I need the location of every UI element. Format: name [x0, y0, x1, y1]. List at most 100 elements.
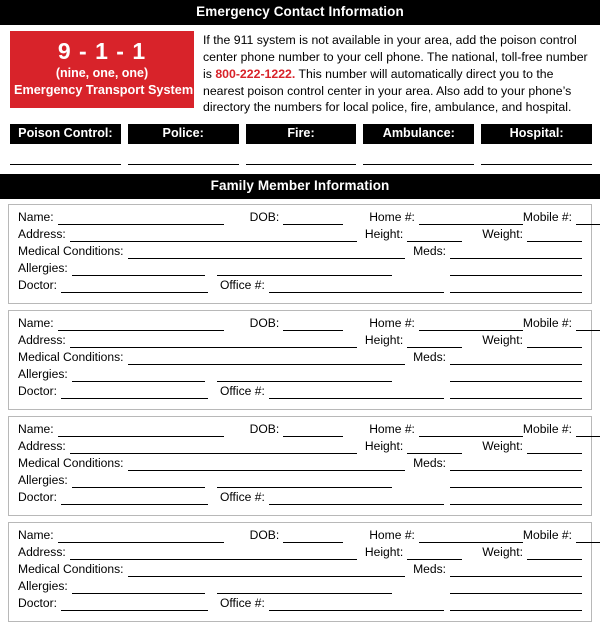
field-label-name: Name:: [18, 422, 54, 437]
field-input-weight[interactable]: [527, 559, 582, 561]
field-label-allergies: Allergies:: [18, 579, 68, 594]
field-input-home[interactable]: [418, 436, 523, 438]
field-input-address[interactable]: [69, 347, 357, 349]
field-input-name[interactable]: [57, 224, 224, 226]
poison-hotline-number: 800-222-1222.: [215, 66, 296, 81]
member-row-address: Address: Height: Weight:: [18, 546, 582, 563]
field-input-mobile[interactable]: [576, 542, 600, 544]
field-input-dob[interactable]: [283, 436, 344, 438]
field-input-doctor-extra[interactable]: [450, 504, 582, 506]
field-input-office[interactable]: [268, 504, 444, 506]
member-row-name: Name: DOB: Home #: Mobile #:: [18, 528, 600, 546]
field-input-doctor[interactable]: [60, 610, 208, 612]
member-row-allergies: Allergies:: [18, 368, 582, 385]
field-input-height[interactable]: [407, 241, 463, 243]
field-input-allergies-1[interactable]: [71, 381, 205, 383]
field-input-meds[interactable]: [450, 576, 582, 578]
emergency-contact-information-header: Emergency Contact Information: [0, 0, 600, 26]
field-input-allergies-1[interactable]: [71, 487, 205, 489]
field-input-meds[interactable]: [450, 470, 582, 472]
field-input-height[interactable]: [407, 347, 463, 349]
field-input-weight[interactable]: [527, 347, 582, 349]
contact-write-in-line-poison-control[interactable]: [10, 164, 121, 166]
field-input-height[interactable]: [407, 453, 463, 455]
field-input-allergies-3[interactable]: [450, 593, 582, 595]
contact-entry-ambulance: Ambulance:: [363, 124, 475, 166]
field-input-allergies-3[interactable]: [450, 381, 582, 383]
field-label-medical-conditions: Medical Conditions:: [18, 562, 124, 577]
field-label-medical-conditions: Medical Conditions:: [18, 350, 124, 365]
member-row-medical-conditions: Medical Conditions: Meds:: [18, 351, 582, 368]
field-label-height: Height:: [364, 333, 404, 348]
field-label-weight: Weight:: [482, 227, 523, 242]
family-member-cards: Name: DOB: Home #: Mobile #: Address: He…: [0, 204, 600, 623]
contact-write-in-line-police[interactable]: [127, 164, 239, 166]
field-label-doctor: Doctor:: [18, 278, 57, 293]
field-label-doctor: Doctor:: [18, 384, 57, 399]
family-member-card: Name: DOB: Home #: Mobile #: Address: He…: [8, 416, 600, 517]
blurb-text-part-2: This number will automatically direct yo…: [203, 66, 572, 115]
field-input-doctor[interactable]: [60, 504, 208, 506]
contact-write-in-line-fire[interactable]: [245, 164, 357, 166]
contact-label-ambulance: Ambulance:: [363, 124, 475, 145]
member-row-doctor: Doctor: Office #:: [18, 491, 582, 508]
field-input-doctor-extra[interactable]: [450, 610, 582, 612]
field-input-medical-conditions[interactable]: [127, 470, 406, 472]
field-label-name: Name:: [18, 528, 54, 543]
field-input-allergies-2[interactable]: [216, 593, 392, 595]
field-label-meds: Meds:: [413, 456, 446, 471]
member-row-address: Address: Height: Weight:: [18, 334, 582, 351]
field-input-meds[interactable]: [450, 364, 582, 366]
field-label-home: Home #:: [369, 316, 415, 331]
field-label-height: Height:: [364, 439, 404, 454]
field-label-meds: Meds:: [413, 350, 446, 365]
contact-write-in-line-ambulance[interactable]: [363, 164, 475, 166]
field-input-height[interactable]: [407, 559, 463, 561]
field-input-mobile[interactable]: [576, 436, 600, 438]
field-input-dob[interactable]: [283, 542, 344, 544]
field-input-medical-conditions[interactable]: [127, 258, 406, 260]
field-input-address[interactable]: [69, 241, 357, 243]
field-input-dob[interactable]: [283, 330, 344, 332]
field-label-allergies: Allergies:: [18, 367, 68, 382]
field-label-medical-conditions: Medical Conditions:: [18, 244, 124, 259]
field-input-medical-conditions[interactable]: [127, 364, 406, 366]
field-input-allergies-2[interactable]: [216, 381, 392, 383]
field-input-dob[interactable]: [283, 224, 344, 226]
member-row-allergies: Allergies:: [18, 580, 582, 597]
field-input-meds[interactable]: [450, 258, 582, 260]
field-input-allergies-2[interactable]: [216, 487, 392, 489]
field-label-allergies: Allergies:: [18, 261, 68, 276]
field-label-name: Name:: [18, 316, 54, 331]
field-input-doctor[interactable]: [60, 398, 208, 400]
field-input-address[interactable]: [69, 453, 357, 455]
field-input-allergies-1[interactable]: [71, 593, 205, 595]
field-input-office[interactable]: [268, 398, 444, 400]
field-input-office[interactable]: [268, 292, 444, 294]
field-input-medical-conditions[interactable]: [127, 576, 406, 578]
field-input-allergies-2[interactable]: [216, 275, 392, 277]
field-input-name[interactable]: [57, 330, 224, 332]
field-input-office[interactable]: [268, 610, 444, 612]
field-input-home[interactable]: [418, 224, 523, 226]
field-input-doctor-extra[interactable]: [450, 292, 582, 294]
field-input-name[interactable]: [57, 436, 224, 438]
field-label-dob: DOB:: [249, 210, 280, 225]
field-input-doctor[interactable]: [60, 292, 208, 294]
field-label-weight: Weight:: [482, 439, 523, 454]
field-label-height: Height:: [364, 545, 404, 560]
field-input-name[interactable]: [57, 542, 224, 544]
field-input-allergies-1[interactable]: [71, 275, 205, 277]
field-input-address[interactable]: [69, 559, 357, 561]
field-input-weight[interactable]: [527, 453, 582, 455]
field-input-allergies-3[interactable]: [450, 275, 582, 277]
field-input-mobile[interactable]: [576, 330, 600, 332]
field-input-mobile[interactable]: [576, 224, 600, 226]
field-input-home[interactable]: [418, 542, 523, 544]
contact-write-in-line-hospital[interactable]: [481, 164, 592, 166]
field-input-doctor-extra[interactable]: [450, 398, 582, 400]
field-input-home[interactable]: [418, 330, 523, 332]
field-input-allergies-3[interactable]: [450, 487, 582, 489]
field-label-doctor: Doctor:: [18, 490, 57, 505]
field-input-weight[interactable]: [527, 241, 582, 243]
